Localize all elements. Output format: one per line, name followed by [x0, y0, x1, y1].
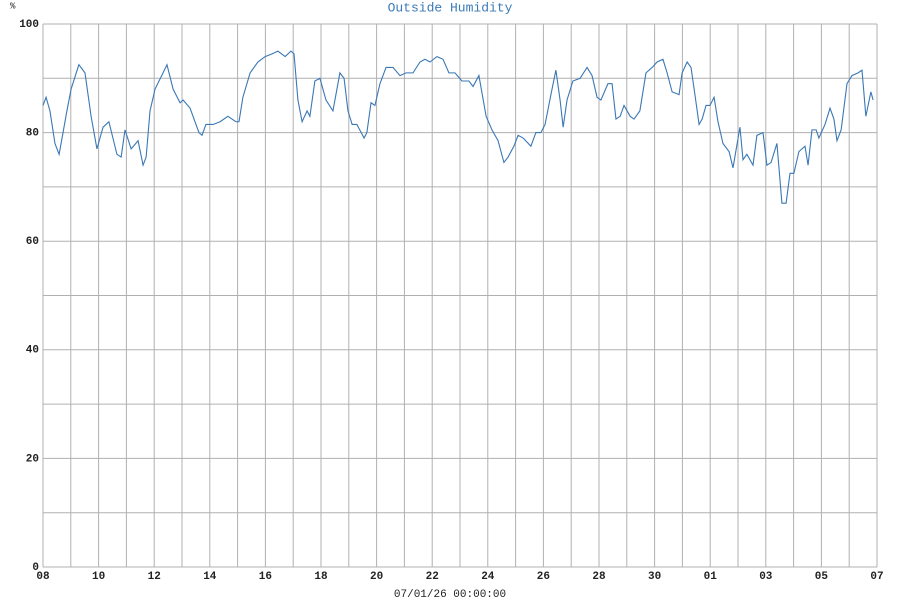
x-tick-label: 10 [92, 571, 105, 583]
x-tick-label: 14 [203, 571, 217, 583]
x-tick-label: 26 [537, 571, 550, 583]
y-tick-label: 80 [26, 128, 39, 140]
x-tick-label: 08 [36, 571, 50, 583]
x-tick-label: 18 [314, 571, 328, 583]
humidity-line [42, 50, 874, 204]
x-tick-label: 07 [870, 571, 883, 583]
x-tick-label: 20 [370, 571, 383, 583]
x-tick-label: 22 [426, 571, 439, 583]
chart-title: Outside Humidity [388, 0, 513, 15]
y-tick-label: 60 [26, 236, 39, 248]
x-axis-label: 07/01/26 00:00:00 [394, 589, 506, 600]
x-tick-label: 03 [759, 571, 773, 583]
x-tick-label: 05 [815, 571, 829, 583]
x-tick-label: 30 [648, 571, 661, 583]
y-tick-label: 0 [32, 562, 39, 574]
y-tick-label: 40 [26, 345, 39, 357]
x-tick-label: 12 [148, 571, 161, 583]
y-axis-unit: % [10, 1, 16, 11]
x-tick-label: 24 [481, 571, 495, 583]
y-tick-label: 20 [26, 453, 39, 465]
x-tick-label: 16 [259, 571, 272, 583]
x-tick-label: 28 [592, 571, 606, 583]
x-tick-label: 01 [704, 571, 718, 583]
y-tick-label: 100 [19, 19, 39, 31]
